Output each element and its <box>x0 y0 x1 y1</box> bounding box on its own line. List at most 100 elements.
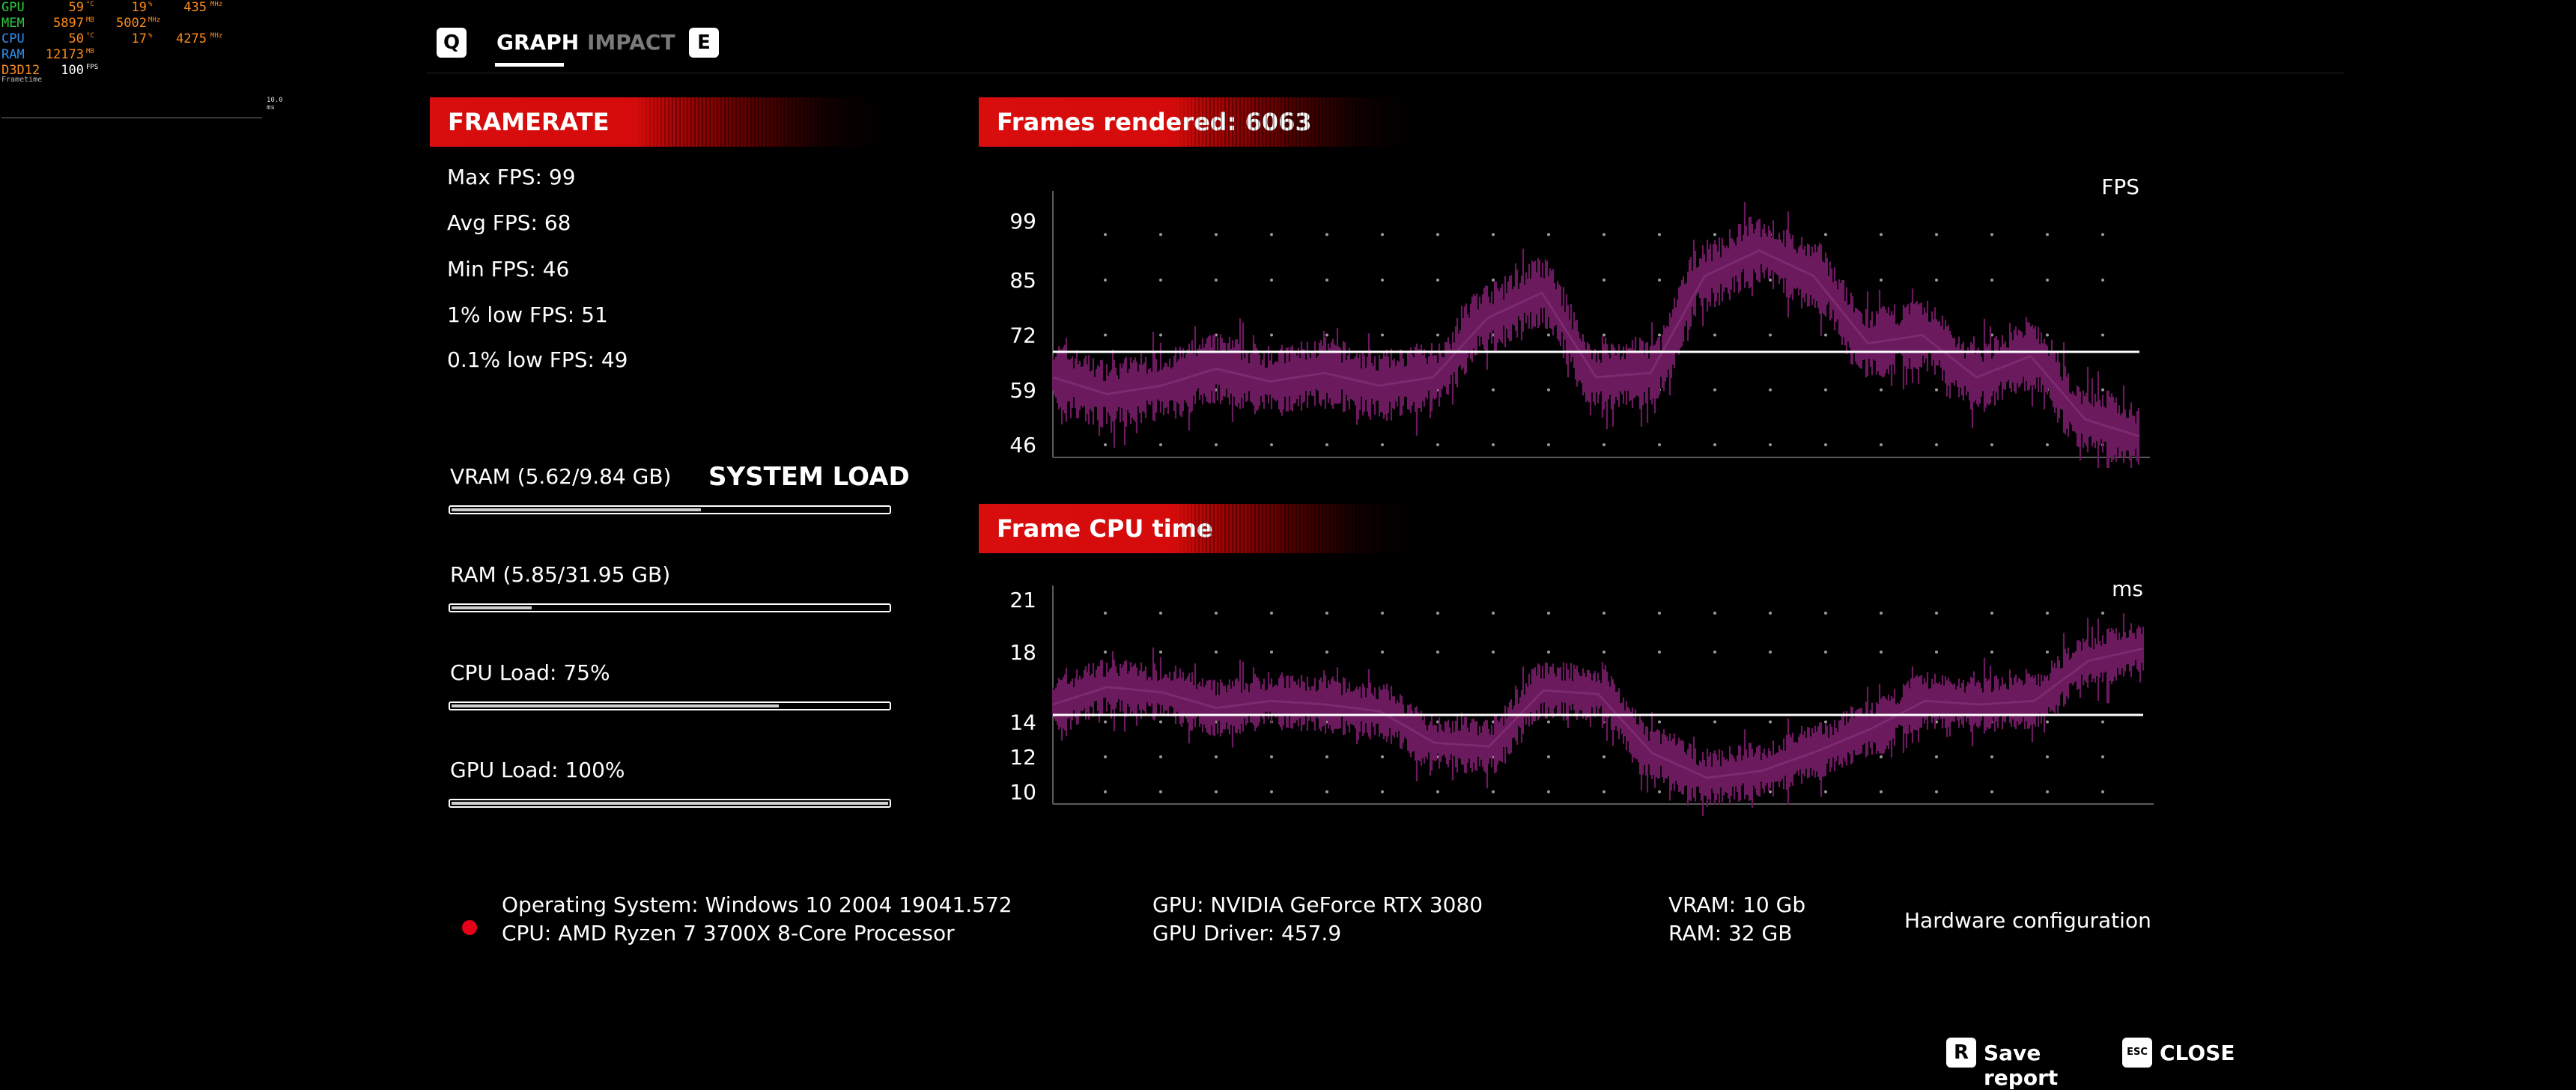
osd-label: RAM <box>1 47 25 62</box>
grid-dot <box>1990 443 1993 446</box>
stat-avg-fps: Avg FPS: 68 <box>447 210 571 235</box>
grid-dot <box>1769 720 1772 723</box>
osd-label: GPU <box>1 0 25 15</box>
frame-cpu-time-title: Frame CPU time <box>997 514 1213 543</box>
grid-dot <box>1880 443 1883 446</box>
grid-dot <box>2101 612 2104 615</box>
grid-dot <box>1381 651 1384 654</box>
grid-dot <box>1381 278 1384 281</box>
grid-dot <box>1547 389 1550 392</box>
grid-dot <box>1159 651 1162 654</box>
frame-cpu-time-header: Frame CPU time <box>979 504 1407 553</box>
gpu-load-fill <box>452 802 888 805</box>
grid-dot <box>1325 443 1328 446</box>
grid-dot <box>1935 651 1938 654</box>
osd-value: 4275 <box>169 31 207 46</box>
grid-dot <box>1215 755 1218 758</box>
grid-dot <box>1880 389 1883 392</box>
grid-dot <box>1159 791 1162 794</box>
grid-dot <box>1603 443 1606 446</box>
grid-dot <box>1658 333 1661 336</box>
grid-dot <box>1436 791 1439 794</box>
grid-dot <box>1935 443 1938 446</box>
grid-dot <box>1769 333 1772 336</box>
grid-dot <box>1990 233 1993 236</box>
grid-dot <box>2046 720 2049 723</box>
grid-dot <box>1658 233 1661 236</box>
grid-dot <box>1159 755 1162 758</box>
save-report-button[interactable]: R Save report <box>1946 1038 2096 1071</box>
gpu-load-bar <box>449 799 891 808</box>
grid-dot <box>2046 755 2049 758</box>
grid-dot <box>1436 278 1439 281</box>
osd-unit: MHz <box>148 13 160 28</box>
close-button[interactable]: ESC CLOSE <box>2122 1038 2227 1071</box>
vram-load-label: VRAM (5.62/9.84 GB) <box>450 464 671 489</box>
stat-max-fps: Max FPS: 99 <box>447 165 576 189</box>
osd-frametime-value: 10.0 ms <box>267 97 283 112</box>
grid-dot <box>2046 791 2049 794</box>
gpu-info: GPU: NVIDIA GeForce RTX 3080 <box>1152 891 1483 919</box>
grid-dot <box>1935 791 1938 794</box>
grid-dot <box>1824 720 1827 723</box>
osd-value: 5002 <box>112 16 147 31</box>
grid-dot <box>2046 651 2049 654</box>
grid-dot <box>1824 443 1827 446</box>
grid-dot <box>2101 755 2104 758</box>
grid-dot <box>1215 443 1218 446</box>
next-tab-key[interactable]: E <box>689 28 719 58</box>
grid-dot <box>1935 233 1938 236</box>
y-tick-label: 14 <box>1009 710 1036 734</box>
grid-dot <box>1935 612 1938 615</box>
grid-dot <box>1824 612 1827 615</box>
grid-dot <box>1990 791 1993 794</box>
grid-dot <box>1325 612 1328 615</box>
osd-value: 17 <box>112 31 147 46</box>
grid-dot <box>1880 755 1883 758</box>
osd-unit: % <box>148 0 152 12</box>
grid-dot <box>1270 278 1273 281</box>
prev-tab-key[interactable]: Q <box>437 28 467 58</box>
tab-impact[interactable]: IMPACT <box>587 30 675 55</box>
grid-dot <box>1547 333 1550 336</box>
status-dot <box>462 920 477 935</box>
osd-label: CPU <box>1 31 25 46</box>
gpu-driver-info: GPU Driver: 457.9 <box>1152 919 1483 948</box>
ram-load-bar <box>449 603 891 612</box>
vram-load-bar <box>449 505 891 514</box>
cpu-load-label: CPU Load: 75% <box>450 660 610 685</box>
grid-dot <box>1880 233 1883 236</box>
osd-value: 12173 <box>37 47 84 62</box>
hardware-configuration-label: Hardware configuration <box>1904 907 2151 935</box>
grid-dot <box>1215 791 1218 794</box>
grid-dot <box>1436 612 1439 615</box>
grid-dot <box>1159 233 1162 236</box>
system-load-title: SYSTEM LOAD <box>708 462 910 492</box>
framerate-title: FRAMERATE <box>448 108 610 136</box>
grid-dot <box>1104 612 1107 615</box>
osd-unit: MHz <box>210 28 222 43</box>
vram-info: VRAM: 10 Gb <box>1668 891 1805 919</box>
cpu-load-bar <box>449 701 891 710</box>
stat-0-1pct-low-fps: 0.1% low FPS: 49 <box>447 347 628 372</box>
save-key-badge: R <box>1946 1038 1976 1068</box>
grid-dot <box>1104 791 1107 794</box>
grid-dot <box>1824 651 1827 654</box>
esc-key-badge: ESC <box>2122 1038 2152 1068</box>
grid-dot <box>1492 389 1495 392</box>
grid-dot <box>1381 233 1384 236</box>
ram-load-label: RAM (5.85/31.95 GB) <box>450 562 670 587</box>
ram-load-fill <box>452 606 532 609</box>
osd-unit: MB <box>86 44 94 59</box>
grid-dot <box>1547 791 1550 794</box>
grid-dot <box>2101 333 2104 336</box>
grid-dot <box>1381 612 1384 615</box>
framerate-section-header: FRAMERATE <box>430 97 879 147</box>
grid-dot <box>2046 233 2049 236</box>
grid-dot <box>1658 651 1661 654</box>
grid-dot <box>1935 389 1938 392</box>
tab-graph[interactable]: GRAPH <box>496 30 579 55</box>
grid-dot <box>1713 389 1716 392</box>
